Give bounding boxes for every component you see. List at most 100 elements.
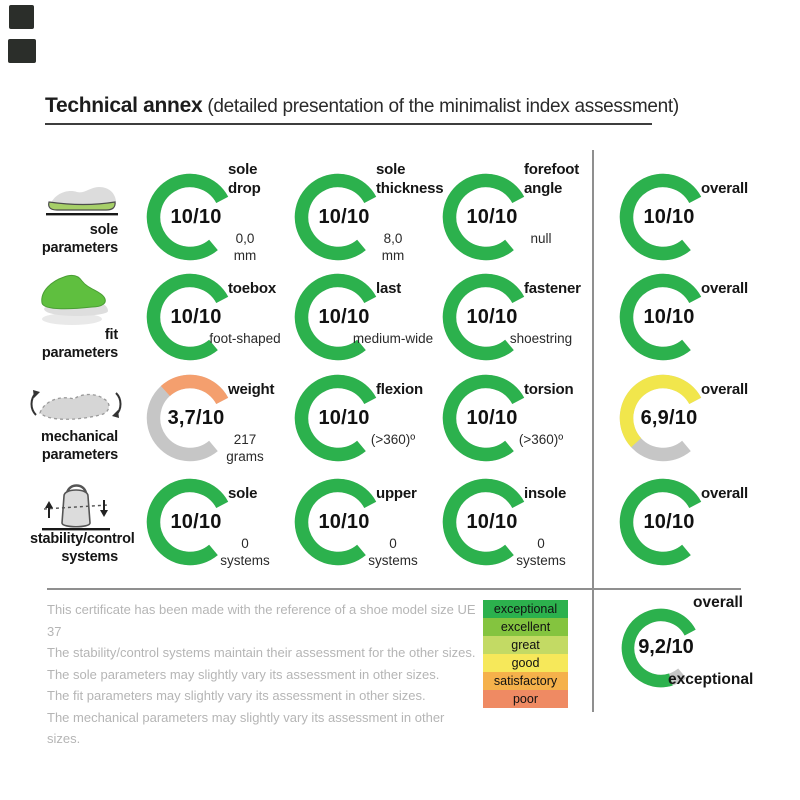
gauge-score: 6,9/10 <box>640 407 698 429</box>
row-label-line: parameters <box>41 239 118 256</box>
final-overall-score: 9,2/10 <box>638 636 694 658</box>
gauge-label-line: toebox <box>228 280 276 297</box>
gauge-label-line: torsion <box>524 381 574 398</box>
gauge-label: upper <box>376 463 458 503</box>
gauge-label: flexion <box>376 359 458 399</box>
gauge-cell-toebox: 10/10 toebox foot-shaped <box>146 255 312 373</box>
gauge-arc <box>442 478 525 566</box>
gauge-score: 10/10 <box>170 306 222 328</box>
gauge-cell-sole: 10/10 sole 0 systems <box>146 460 312 578</box>
row-label-line: sole <box>89 222 118 238</box>
gauge-label-line: sole <box>228 161 258 178</box>
gauge-cell-last: 10/10 last medium-wide <box>294 255 460 373</box>
fit-parameters-icon <box>38 265 114 332</box>
gauge-label-line: sole <box>228 485 258 502</box>
vertical-divider <box>592 150 594 712</box>
gauge-value-line: systems <box>220 552 270 568</box>
gauge-label-line: overall <box>701 280 748 297</box>
gauge-value: medium-wide <box>328 331 458 348</box>
gauge-score: 10/10 <box>466 206 518 228</box>
certificate-note-line: The stability/control systems maintain t… <box>47 645 476 660</box>
corner-mark-top <box>9 5 34 29</box>
gauge-value-line: (>360)º <box>518 432 564 447</box>
gauge-label-line: last <box>376 280 402 297</box>
gauge-score: 10/10 <box>643 306 695 328</box>
gauge-label: insole <box>524 463 606 503</box>
gauge-cell-overall: 10/10 overall <box>619 255 785 373</box>
gauge-score: 3,7/10 <box>167 407 225 429</box>
gauge-arc <box>146 374 229 462</box>
legend-item-excellent: excellent <box>483 618 568 636</box>
final-overall-label: overall <box>693 594 743 611</box>
gauge-value: 8,0 mm <box>328 231 458 264</box>
gauge-label: torsion <box>524 359 606 399</box>
gauge-value-line: 0 <box>537 536 545 551</box>
gauge-value-line: 8,0 <box>383 231 403 246</box>
legend-item-poor: poor <box>483 690 568 708</box>
gauge-value-line: 217 <box>233 432 257 447</box>
gauge-label-line: forefoot <box>524 161 580 178</box>
gauge-arc <box>619 374 702 462</box>
gauge-value-line: null <box>530 231 552 246</box>
gauge-value: (>360)º <box>476 432 606 449</box>
gauge-arc <box>619 173 702 261</box>
sole-parameters-icon <box>44 182 120 223</box>
gauge-score: 10/10 <box>643 511 695 533</box>
certificate-note-line: The mechanical parameters may slightly v… <box>47 709 445 747</box>
gauge-arc <box>619 273 702 361</box>
gauge-label-line: overall <box>701 381 748 398</box>
gauge-cell-sole-thickness: 10/10 sole thickness 8,0 mm <box>294 155 460 273</box>
gauge-arc <box>442 273 525 361</box>
gauge-value: 0 systems <box>180 536 310 569</box>
gauge-value-line: medium-wide <box>352 331 434 346</box>
certificate-note-line: This certificate has been made with the … <box>47 602 476 639</box>
gauge-cell-weight: 3,7/10 weight 217 grams <box>146 356 312 474</box>
row-label-line: stability/control <box>30 531 135 547</box>
gauge-label: sole <box>228 463 310 503</box>
horizontal-divider <box>47 588 741 590</box>
gauge-label-line: flexion <box>376 381 423 398</box>
gauge-arc <box>294 478 377 566</box>
gauge-value-line: mm <box>233 247 257 263</box>
gauge-arc <box>294 173 377 261</box>
gauge-cell-overall: 10/10 overall <box>619 460 785 578</box>
gauge-label-line: drop <box>228 180 261 197</box>
gauge-cell-overall: 10/10 overall <box>619 155 785 273</box>
legend-item-great: great <box>483 636 568 654</box>
gauge-label: overall <box>701 258 783 298</box>
gauge-value: 0 systems <box>328 536 458 569</box>
legend-item-exceptional: exceptional <box>483 600 568 618</box>
corner-mark-bottom <box>8 39 36 63</box>
row-label-fit-parameters: fit parameters <box>30 327 118 362</box>
rating-legend: exceptional excellent great good satisfactor… <box>483 600 568 708</box>
gauge-arc <box>619 478 702 566</box>
gauge-label-line: sole <box>376 161 406 178</box>
page-title-rest: (detailed presentation of the minimalist… <box>202 96 679 117</box>
gauge-arc <box>294 374 377 462</box>
mechanical-parameters-icon <box>25 385 127 436</box>
gauge-value: 217 grams <box>180 432 310 465</box>
gauge-score: 10/10 <box>643 206 695 228</box>
gauge-value-line: 0 <box>389 536 397 551</box>
gauge-value: 0 systems <box>476 536 606 569</box>
gauge-cell-forefoot-angle: 10/10 forefoot angle null <box>442 155 608 273</box>
gauge-label: last <box>376 258 458 298</box>
gauge-arc <box>442 173 525 261</box>
gauge-value-line: systems <box>368 552 418 568</box>
gauge-score: 10/10 <box>170 511 222 533</box>
gauge-score: 10/10 <box>318 306 370 328</box>
gauge-label: fastener <box>524 258 606 298</box>
gauge-label-line: upper <box>376 485 417 502</box>
final-overall-gauge <box>621 608 696 688</box>
gauge-label-line: fastener <box>524 280 581 297</box>
gauge-cell-flexion: 10/10 flexion (>360)º <box>294 356 460 474</box>
gauge-value-line: shoestring <box>509 331 573 346</box>
gauge-arc <box>146 273 229 361</box>
gauge-arc <box>146 173 229 261</box>
gauge-score: 10/10 <box>466 407 518 429</box>
row-label-mechanical-parameters: mechanical parameters <box>30 429 118 464</box>
gauge-label: sole drop <box>228 158 310 198</box>
gauge-arc <box>146 478 229 566</box>
gauge-label: sole thickness <box>376 158 458 198</box>
